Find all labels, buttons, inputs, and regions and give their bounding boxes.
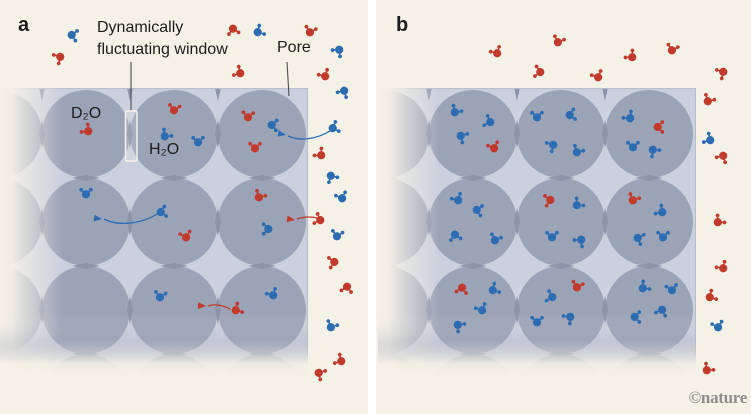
window-annotation-line: Dynamically — [97, 19, 184, 36]
window-spike — [459, 263, 473, 269]
window-spike — [602, 120, 608, 134]
pore — [218, 178, 306, 266]
nature-credit: ©nature — [688, 388, 748, 407]
window-spike — [127, 222, 133, 236]
h2o-annotation: H₂O — [149, 141, 180, 158]
window-spike — [86, 175, 100, 181]
window-spike — [514, 120, 520, 134]
window-spike — [127, 296, 133, 310]
window-spike — [635, 263, 649, 269]
window-spike — [262, 175, 276, 181]
window-annotation: Dynamically fluctuating window — [97, 17, 228, 61]
window-spike — [602, 134, 608, 148]
window-spike — [514, 134, 520, 148]
window-spike — [602, 208, 608, 222]
pore — [605, 178, 693, 266]
window-spike — [160, 263, 174, 269]
pore — [517, 178, 605, 266]
window-spike — [514, 208, 520, 222]
window-spike — [248, 263, 262, 269]
pore — [130, 178, 218, 266]
pore-annotation: Pore — [277, 39, 311, 56]
pore — [429, 178, 517, 266]
window-spike — [174, 175, 188, 181]
porous-matrix-a — [0, 88, 308, 378]
window-spike — [514, 296, 520, 310]
window-spike — [86, 263, 100, 269]
window-spike — [547, 263, 561, 269]
pore — [605, 90, 693, 178]
window-spike — [649, 175, 663, 181]
window-spike — [473, 175, 487, 181]
d2o-annotation: D₂O — [71, 105, 102, 122]
panel-label-a: a — [18, 14, 30, 36]
window-spike — [635, 175, 649, 181]
window-spike — [514, 88, 520, 101]
window-spike — [174, 263, 188, 269]
window-spike — [215, 120, 221, 134]
panel-label-b: b — [396, 14, 409, 36]
window-spike — [473, 263, 487, 269]
pore — [517, 90, 605, 178]
panel-divider — [368, 0, 376, 414]
window-spike — [262, 263, 276, 269]
window-spike — [602, 222, 608, 236]
window-spike — [602, 296, 608, 310]
window-spike — [547, 175, 561, 181]
window-spike — [561, 263, 575, 269]
window-spike — [561, 175, 575, 181]
porous-matrix-b — [378, 88, 696, 378]
pore — [130, 90, 218, 178]
matrix-bottom-fade — [378, 313, 696, 378]
window-spike — [72, 263, 86, 269]
window-spike — [649, 263, 663, 269]
pore — [218, 90, 306, 178]
window-spike — [248, 175, 262, 181]
matrix-bottom-fade — [0, 313, 308, 378]
pore — [42, 178, 130, 266]
window-spike — [602, 88, 608, 101]
window-spike — [72, 175, 86, 181]
window-spike — [459, 175, 473, 181]
window-spike — [215, 88, 221, 101]
window-annotation-line: fluctuating window — [97, 41, 228, 58]
pore — [429, 90, 517, 178]
window-spike — [160, 175, 174, 181]
window-spike — [215, 134, 221, 148]
window-spike — [514, 222, 520, 236]
window-spike — [215, 222, 221, 236]
window-spike — [215, 208, 221, 222]
